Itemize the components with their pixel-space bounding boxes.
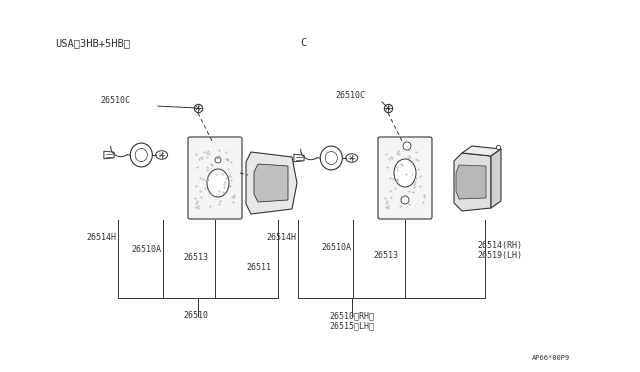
Text: 26510A: 26510A bbox=[321, 243, 351, 252]
Text: 26511: 26511 bbox=[246, 263, 271, 272]
FancyBboxPatch shape bbox=[188, 137, 242, 219]
Text: 26513: 26513 bbox=[183, 253, 208, 262]
Text: 26510C: 26510C bbox=[100, 96, 130, 105]
Text: 26510: 26510 bbox=[183, 311, 208, 320]
Polygon shape bbox=[246, 152, 297, 214]
Circle shape bbox=[215, 157, 221, 163]
Polygon shape bbox=[254, 164, 288, 202]
Text: USA（3HB+5HB）: USA（3HB+5HB） bbox=[55, 38, 130, 48]
Text: AP66*00P9: AP66*00P9 bbox=[532, 355, 570, 361]
Text: 26510A: 26510A bbox=[131, 245, 161, 254]
Polygon shape bbox=[454, 153, 491, 211]
Polygon shape bbox=[456, 165, 486, 199]
Polygon shape bbox=[491, 149, 501, 208]
Ellipse shape bbox=[207, 169, 229, 197]
Text: 26514H: 26514H bbox=[86, 233, 116, 242]
Text: 26510C: 26510C bbox=[335, 91, 365, 100]
Polygon shape bbox=[462, 146, 501, 156]
Text: 26514(RH): 26514(RH) bbox=[477, 241, 522, 250]
Circle shape bbox=[401, 196, 409, 204]
Ellipse shape bbox=[394, 159, 416, 187]
Text: 26514H: 26514H bbox=[266, 233, 296, 242]
Text: 26515（LH）: 26515（LH） bbox=[330, 321, 374, 330]
Circle shape bbox=[403, 142, 411, 150]
Text: 26510（RH）: 26510（RH） bbox=[330, 311, 374, 320]
Text: C: C bbox=[300, 38, 307, 48]
Text: 26519(LH): 26519(LH) bbox=[477, 251, 522, 260]
Text: 26513: 26513 bbox=[373, 251, 398, 260]
FancyBboxPatch shape bbox=[378, 137, 432, 219]
